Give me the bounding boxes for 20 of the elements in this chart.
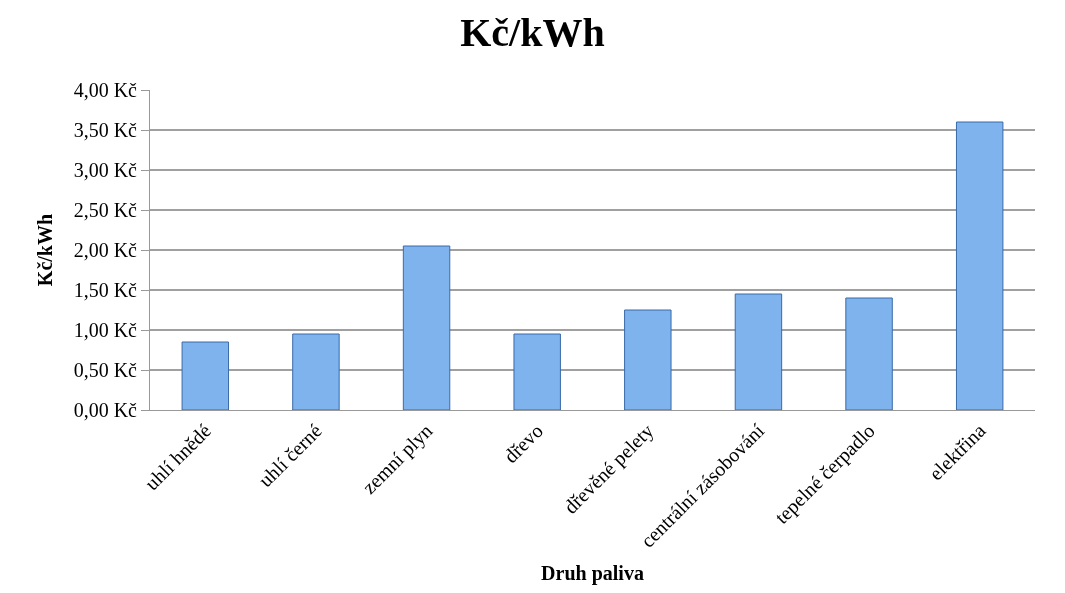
y-tick-label: 2,50 Kč xyxy=(73,199,138,221)
y-tick-label: 1,50 Kč xyxy=(73,279,138,301)
bar xyxy=(624,309,672,410)
y-tick-label: 3,00 Kč xyxy=(73,159,138,181)
y-tick-label: 4,00 Kč xyxy=(73,79,138,101)
bar xyxy=(513,333,561,410)
chart-title: Kč/kWh xyxy=(460,9,605,55)
y-tick-label: 2,00 Kč xyxy=(73,239,138,261)
bar xyxy=(845,297,893,410)
x-axis-title: Druh paliva xyxy=(541,562,644,586)
bar xyxy=(292,333,340,410)
bar xyxy=(402,245,451,410)
bar xyxy=(955,121,1004,410)
y-tick-label: 0,00 Kč xyxy=(73,399,138,421)
bar xyxy=(181,341,230,410)
y-axis-title: Kč/kWh xyxy=(34,213,57,287)
y-tick-label: 3,50 Kč xyxy=(73,119,138,141)
y-tick-label: 0,50 Kč xyxy=(73,359,138,381)
bar xyxy=(734,293,783,410)
y-tick-label: 1,00 Kč xyxy=(73,319,138,341)
